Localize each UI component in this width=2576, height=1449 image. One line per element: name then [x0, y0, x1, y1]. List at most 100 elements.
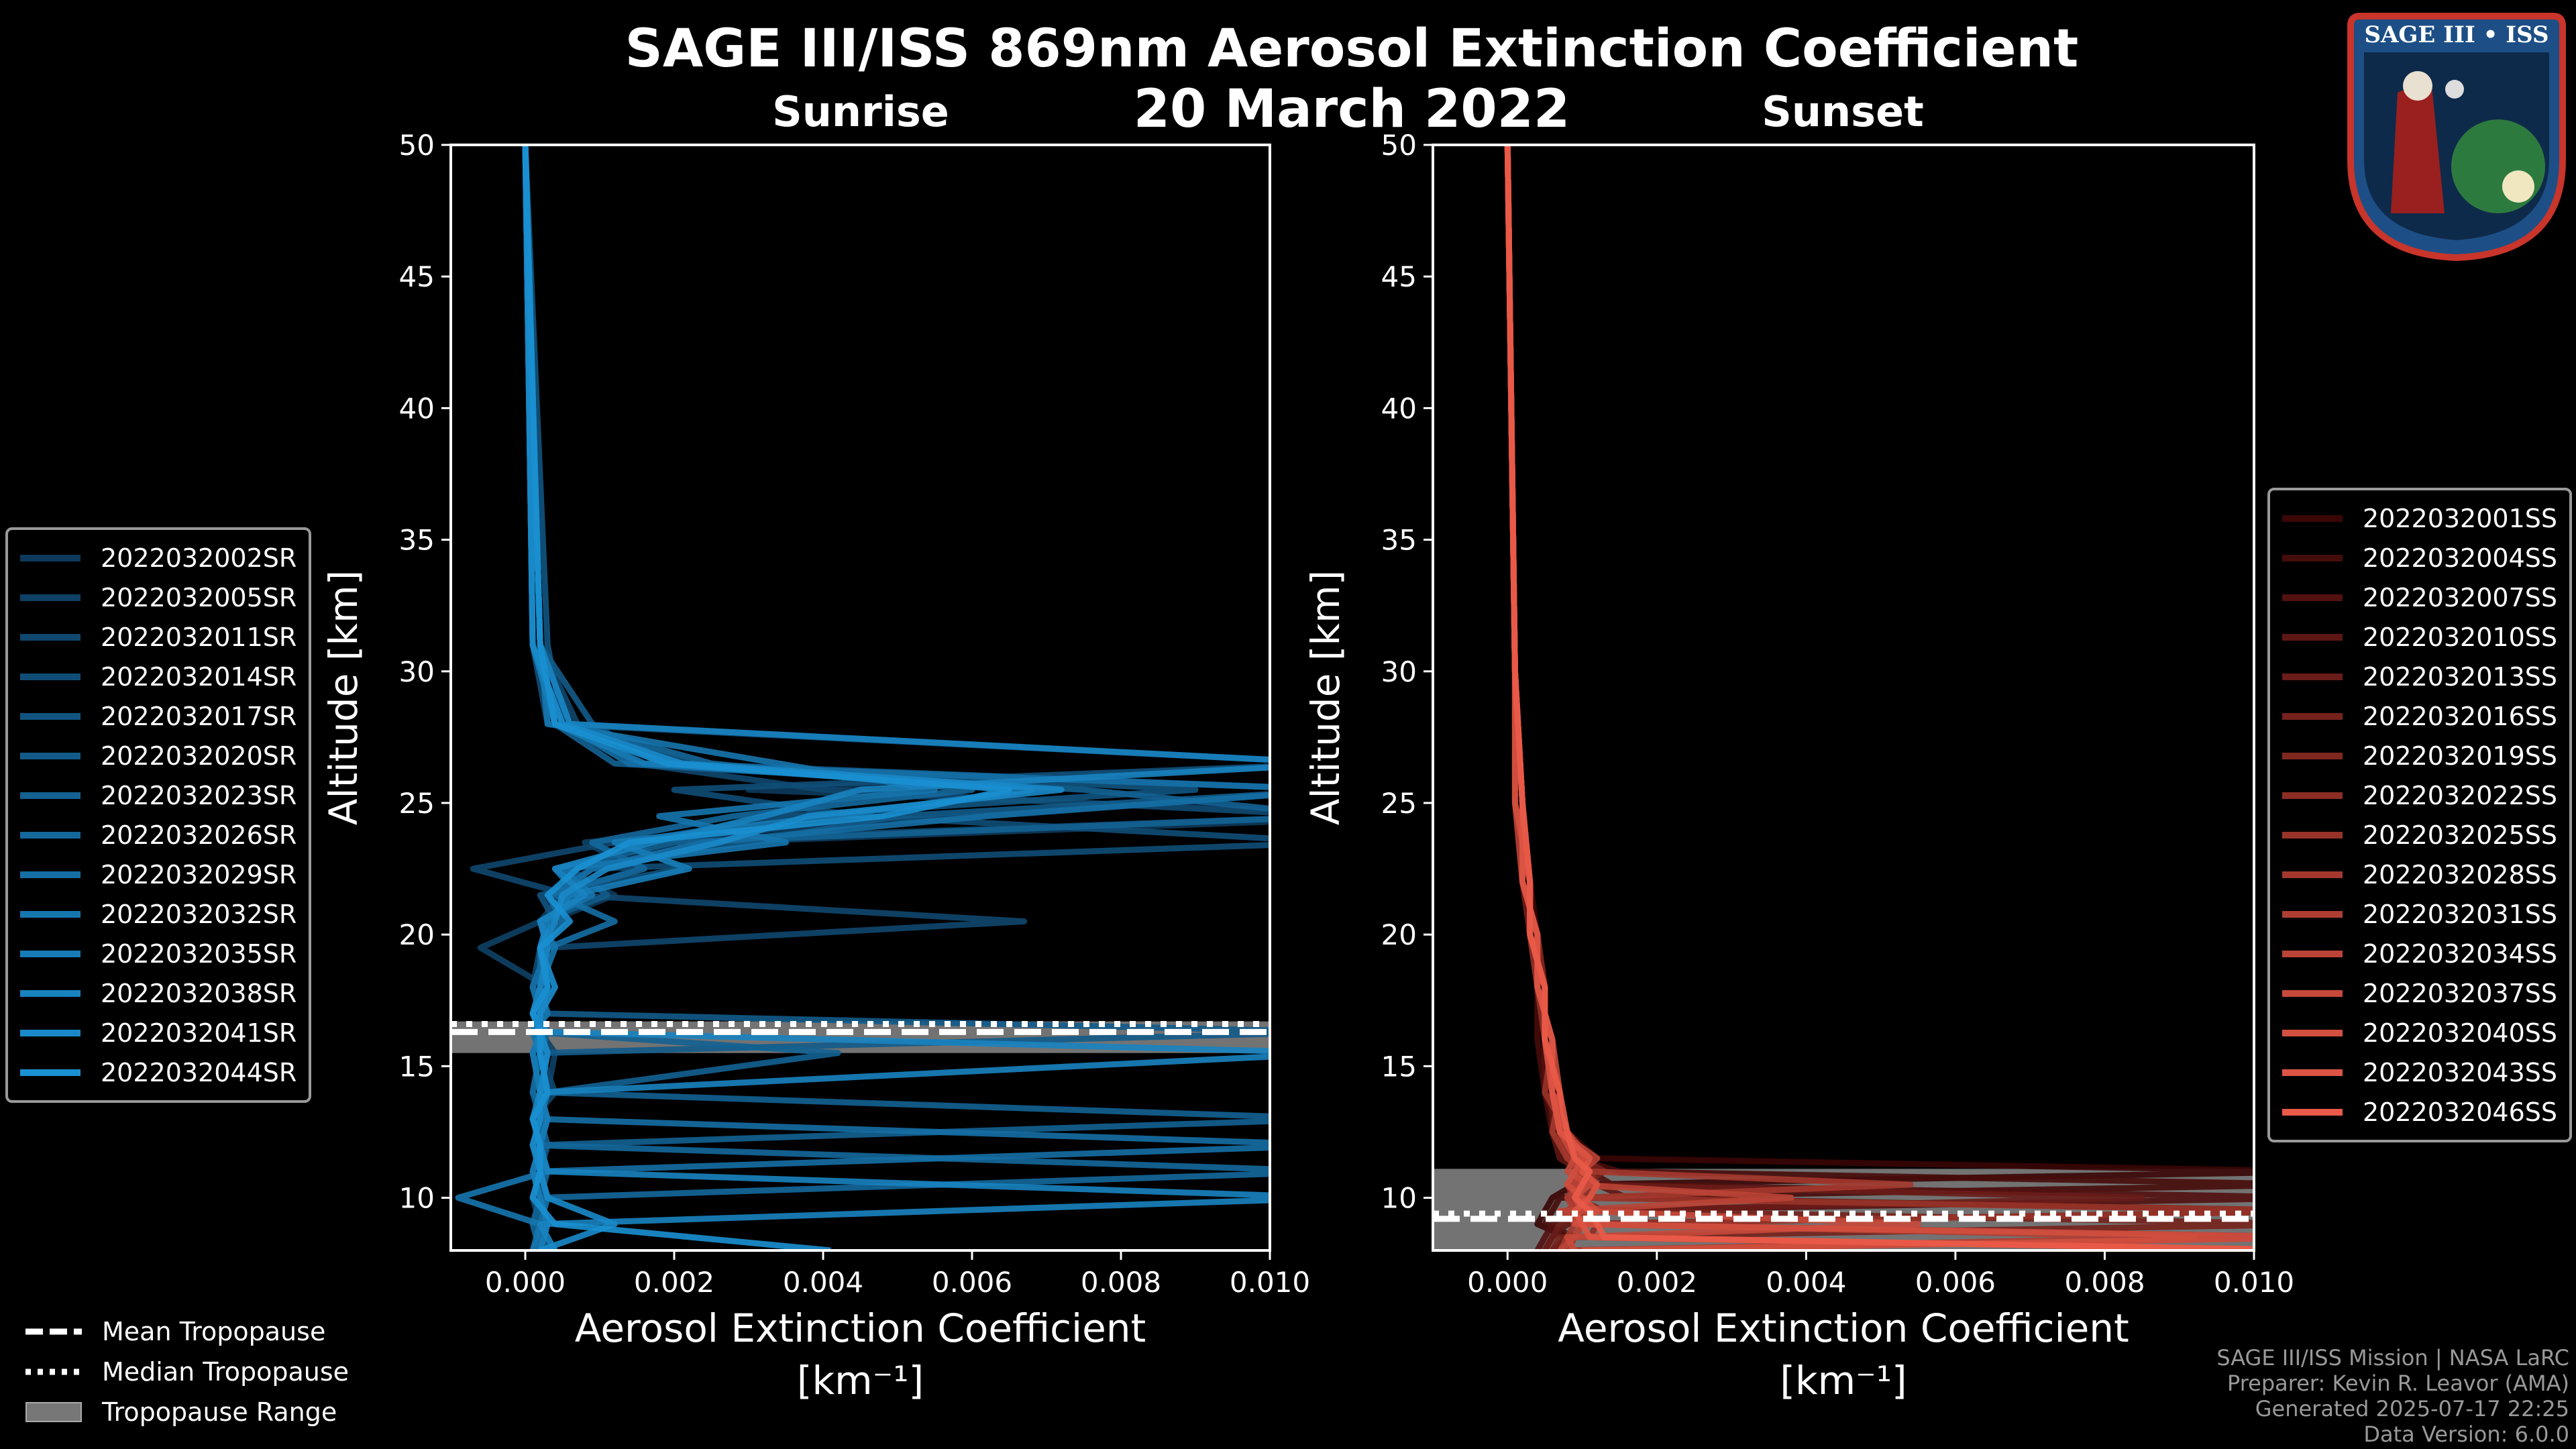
- legend-swatch: [20, 673, 80, 680]
- x-tick-label: 0.010: [2214, 1266, 2294, 1299]
- legend-swatch: [2282, 831, 2343, 839]
- x-tick-label: 0.008: [2064, 1266, 2145, 1299]
- legend-swatch: [20, 989, 80, 997]
- legend-label: 2022032005SR: [101, 582, 297, 612]
- legend-label: 2022032046SS: [2363, 1097, 2558, 1127]
- legend-swatch: [2282, 989, 2343, 997]
- x-axis-units: [km⁻¹]: [1780, 1358, 1907, 1403]
- footer-mission: SAGE III/ISS Mission | NASA LaRC: [2216, 1345, 2569, 1371]
- legend-label: 2022032017SR: [101, 701, 297, 731]
- y-tick-label: 45: [1381, 260, 1417, 293]
- legend-item: 2022032007SS: [2282, 578, 2557, 617]
- x-tick-label: 0.002: [634, 1266, 714, 1299]
- legend-label: 2022032014SR: [101, 661, 297, 692]
- legend-item: 2022032016SS: [2282, 696, 2557, 736]
- legend-item: 2022032004SS: [2282, 538, 2557, 578]
- median-tropopause-swatch: [25, 1368, 82, 1375]
- legend-label: 2022032002SR: [101, 543, 297, 573]
- sunrise-legend: 2022032002SR 2022032005SR 2022032011SR 2022…: [5, 527, 312, 1103]
- legend-item: 2022032017SR: [20, 696, 297, 736]
- sunrise-plot-area: [451, 145, 1270, 1250]
- sunset-plot-area: [1433, 145, 2254, 1250]
- legend-item: 2022032005SR: [20, 578, 297, 617]
- legend-item: 2022032001SS: [2282, 498, 2557, 538]
- legend-item: 2022032032SR: [20, 894, 297, 934]
- legend-swatch: [2282, 1069, 2343, 1076]
- profile-line-2022032046SS: [1504, 145, 2254, 1250]
- y-tick-label: 20: [399, 918, 435, 951]
- legend-label: 2022032011SR: [101, 622, 297, 652]
- profile-line-2022032043SS: [1504, 145, 2254, 1250]
- legend-swatch: [20, 1029, 80, 1036]
- legend-swatch: [20, 594, 80, 601]
- legend-item: 2022032025SS: [2282, 815, 2557, 855]
- legend-label: 2022032020SR: [101, 741, 297, 771]
- sunrise-axes-frame: [449, 144, 1271, 1252]
- x-tick-label: 0.008: [1081, 1266, 1161, 1299]
- legend-label: 2022032029SR: [101, 859, 297, 890]
- legend-swatch: [20, 950, 80, 957]
- legend-label: 2022032034SS: [2363, 938, 2558, 969]
- chart-title: SAGE III/ISS 869nm Aerosol Extinction Co…: [625, 19, 2079, 79]
- legend-item: 2022032043SS: [2282, 1053, 2557, 1092]
- median-tropopause-label: Median Tropopause: [102, 1357, 349, 1387]
- legend-swatch: [2282, 594, 2343, 601]
- profile-line-2022032025SS: [1504, 145, 2254, 1250]
- profile-line-2022032010SS: [1504, 145, 2254, 1250]
- logo-text: SAGE III • ISS: [2364, 21, 2548, 48]
- legend-label: 2022032038SR: [101, 978, 297, 1008]
- legend-swatch: [20, 752, 80, 759]
- profile-line-2022032031SS: [1504, 145, 2198, 1250]
- legend-item: 2022032028SS: [2282, 855, 2557, 894]
- legend-item: 2022032038SR: [20, 973, 297, 1013]
- footer-generated: Generated 2025-07-17 22:25: [2255, 1396, 2569, 1421]
- profile-line-2022032013SS: [1504, 145, 2145, 1250]
- footer-credits: SAGE III/ISS Mission | NASA LaRC Prepare…: [2216, 1345, 2569, 1447]
- profile-line-2022032037SS: [1504, 145, 1921, 1250]
- y-tick-label: 40: [399, 392, 435, 425]
- legend-item: 2022032034SS: [2282, 934, 2557, 973]
- profile-line-2022032029SR: [522, 145, 1270, 1250]
- y-tick-label: 50: [399, 129, 435, 162]
- x-tick-label: 0.004: [783, 1266, 863, 1299]
- legend-label: 2022032016SS: [2363, 701, 2558, 731]
- legend-item: 2022032041SR: [20, 1013, 297, 1053]
- legend-swatch: [2282, 752, 2343, 759]
- profile-line-2022032001SS: [1504, 145, 2254, 1250]
- x-tick-label: 0.002: [1617, 1266, 1697, 1299]
- legend-item: 2022032023SR: [20, 775, 297, 815]
- legend-label: 2022032022SS: [2363, 780, 2558, 810]
- legend-label: 2022032040SS: [2363, 1018, 2558, 1048]
- profile-line-2022032028SS: [1504, 145, 1914, 1250]
- legend-swatch: [20, 792, 80, 799]
- legend-swatch: [2282, 871, 2343, 878]
- legend-swatch: [20, 712, 80, 720]
- y-axis-label: Altitude [km]: [321, 570, 366, 825]
- x-tick-label: 0.000: [485, 1266, 566, 1299]
- legend-item: 2022032044SR: [20, 1053, 297, 1092]
- legend-swatch: [2282, 673, 2343, 680]
- sunset-subtitle: Sunset: [1762, 87, 1924, 136]
- tropopause-range-swatch: [25, 1402, 82, 1422]
- sunset-axes-frame: [1432, 144, 2255, 1252]
- y-tick-label: 10: [399, 1182, 435, 1215]
- legend-swatch: [2282, 1108, 2343, 1116]
- legend-item: 2022032035SR: [20, 934, 297, 973]
- tropopause-legend: Mean Tropopause Median Tropopause Tropop…: [25, 1311, 349, 1432]
- legend-item: 2022032031SS: [2282, 894, 2557, 934]
- x-tick-label: 0.004: [1766, 1266, 1846, 1299]
- legend-swatch: [20, 831, 80, 839]
- y-tick-label: 20: [1381, 918, 1417, 951]
- legend-item: 2022032020SR: [20, 736, 297, 775]
- legend-swatch: [2282, 792, 2343, 799]
- profile-line-2022032004SS: [1504, 145, 2254, 1250]
- mean-tropopause-label: Mean Tropopause: [102, 1317, 326, 1346]
- legend-label: 2022032043SS: [2363, 1057, 2558, 1087]
- y-tick-label: 45: [399, 260, 435, 293]
- y-tick-label: 15: [399, 1050, 435, 1083]
- legend-swatch: [2282, 515, 2343, 522]
- profile-line-2022032044SR: [522, 145, 1012, 1250]
- legend-swatch: [20, 1069, 80, 1076]
- sunset-legend: 2022032001SS 2022032004SS 2022032007SS 2022…: [2267, 488, 2573, 1142]
- legend-swatch: [2282, 1029, 2343, 1036]
